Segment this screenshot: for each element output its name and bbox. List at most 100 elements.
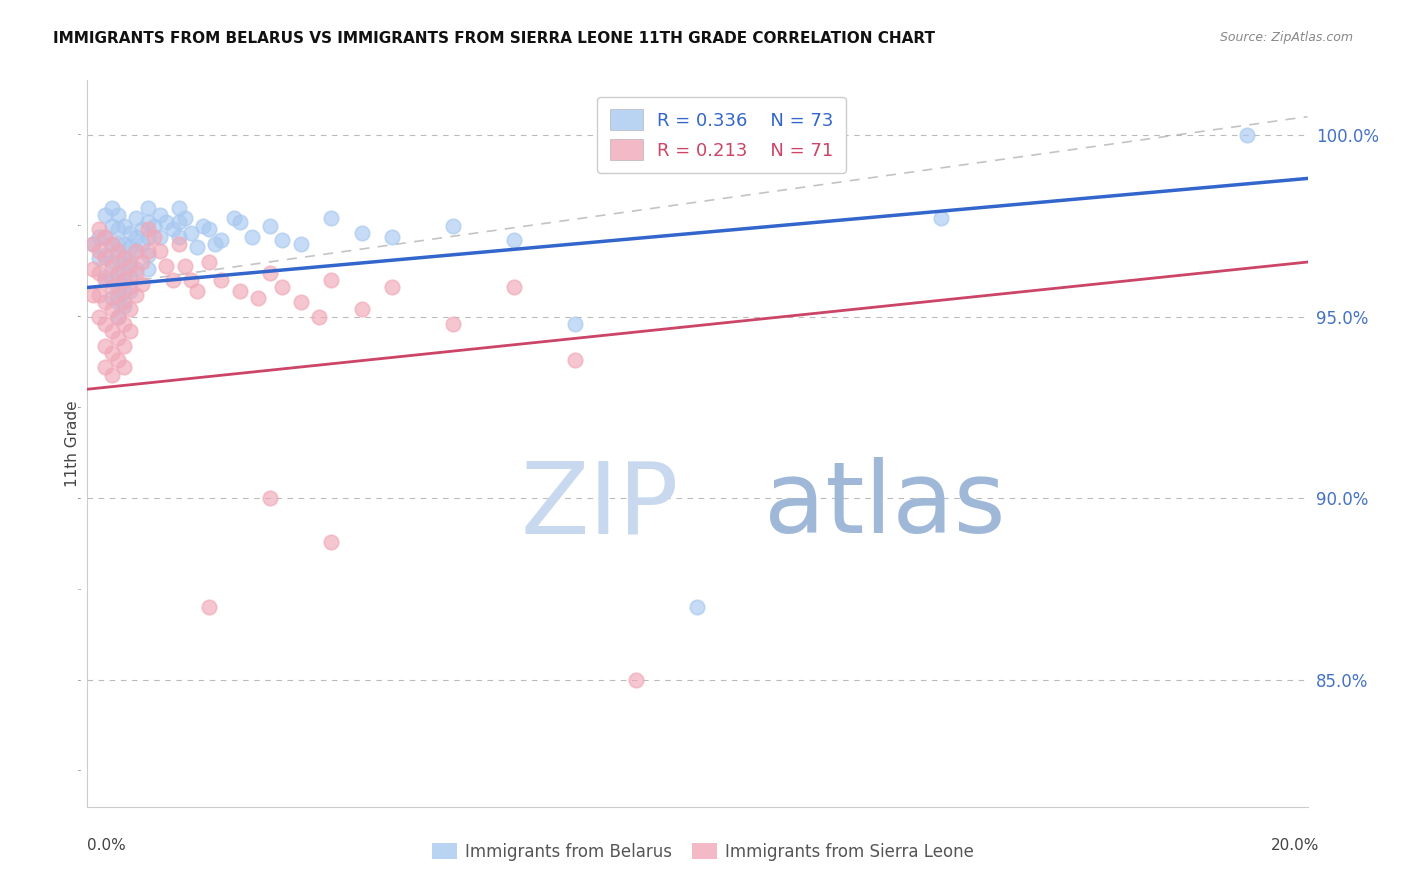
Point (107, 244, 129, 259)
Point (94, 252, 117, 266)
Point (94, 269, 117, 284)
Point (136, 222, 159, 236)
Point (259, 266, 281, 280)
Text: atlas: atlas (765, 457, 1007, 554)
Point (271, 233, 294, 247)
Point (89, 252, 111, 266)
Point (107, 222, 129, 236)
Point (89, 310, 111, 324)
Point (381, 280, 404, 294)
Point (112, 360, 135, 375)
Point (118, 269, 141, 284)
Point (259, 491, 281, 506)
Point (1236, 128, 1258, 142)
Point (100, 273, 122, 287)
Point (186, 240, 208, 254)
Point (100, 236, 122, 251)
Point (564, 317, 586, 331)
Text: ZIP: ZIP (520, 457, 679, 554)
Point (118, 259, 141, 273)
Point (626, 673, 648, 687)
Point (162, 222, 184, 236)
Point (89, 222, 111, 236)
Point (118, 255, 141, 269)
Point (131, 255, 153, 269)
Point (112, 252, 135, 266)
Point (82, 236, 104, 251)
Point (686, 600, 709, 615)
Point (100, 292, 122, 306)
Point (125, 266, 148, 280)
Point (228, 284, 252, 298)
Point (100, 201, 122, 215)
Point (136, 244, 159, 259)
Point (131, 236, 153, 251)
Point (107, 236, 129, 251)
Point (112, 266, 135, 280)
Point (107, 353, 129, 368)
Point (100, 346, 122, 360)
Point (107, 266, 129, 280)
Point (118, 280, 141, 294)
Point (112, 284, 135, 298)
Text: IMMIGRANTS FROM BELARUS VS IMMIGRANTS FROM SIERRA LEONE 11TH GRADE CORRELATION C: IMMIGRANTS FROM BELARUS VS IMMIGRANTS FR… (53, 31, 935, 46)
Point (136, 215, 159, 229)
Point (136, 248, 159, 262)
Point (89, 244, 111, 259)
Point (100, 368, 122, 382)
Point (143, 229, 166, 244)
Point (100, 280, 122, 294)
Point (321, 273, 343, 287)
Point (82, 262, 104, 277)
Point (350, 226, 373, 240)
Point (94, 273, 117, 287)
Point (94, 317, 117, 331)
Point (107, 310, 129, 324)
Point (222, 211, 245, 226)
Point (82, 236, 104, 251)
Point (125, 244, 148, 259)
Point (118, 302, 141, 317)
Point (107, 266, 129, 280)
Point (308, 310, 330, 324)
Point (107, 208, 129, 222)
Point (198, 222, 221, 236)
Point (321, 535, 343, 549)
Point (107, 287, 129, 301)
Point (94, 208, 117, 222)
Point (112, 299, 135, 313)
Point (191, 219, 214, 233)
Point (118, 240, 141, 254)
Point (94, 338, 117, 352)
Point (82, 287, 104, 301)
Point (100, 255, 122, 269)
Point (125, 287, 148, 301)
Point (112, 236, 135, 251)
Point (131, 222, 153, 236)
Point (173, 259, 195, 273)
Point (149, 244, 172, 259)
Point (136, 229, 159, 244)
Point (290, 295, 312, 310)
Point (441, 219, 464, 233)
Point (112, 338, 135, 352)
Legend: Immigrants from Belarus, Immigrants from Sierra Leone: Immigrants from Belarus, Immigrants from… (425, 837, 981, 868)
Point (112, 317, 135, 331)
Point (118, 324, 141, 338)
Point (198, 600, 221, 615)
Point (125, 244, 148, 259)
Point (503, 280, 526, 294)
Point (155, 259, 177, 273)
Point (112, 273, 135, 287)
Point (107, 252, 129, 266)
Point (100, 219, 122, 233)
Text: Source: ZipAtlas.com: Source: ZipAtlas.com (1219, 31, 1353, 45)
Legend: R = 0.336    N = 73, R = 0.213    N = 71: R = 0.336 N = 73, R = 0.213 N = 71 (598, 96, 846, 172)
Point (180, 226, 202, 240)
Y-axis label: 11th Grade: 11th Grade (65, 401, 80, 487)
Point (259, 219, 281, 233)
Point (350, 302, 373, 317)
Point (94, 360, 117, 375)
Point (125, 229, 148, 244)
Point (118, 284, 141, 298)
